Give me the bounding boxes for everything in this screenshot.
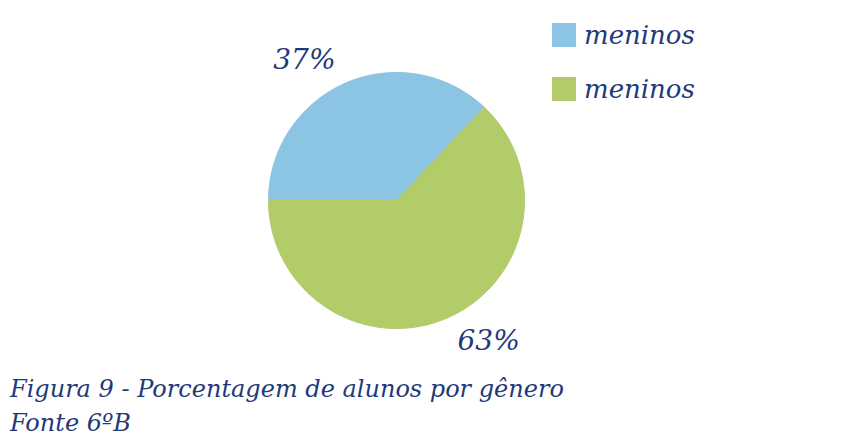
svg-text:37%: 37% — [273, 42, 335, 75]
html-text:meninos: meninos — [584, 74, 695, 104]
html-text:meninos: meninos — [584, 20, 695, 50]
html-text:Figura 9 - Porcentagem de alun: Figura 9 - Porcentagem de alunos por gên… — [10, 375, 564, 403]
svg-text:63%: 63% — [458, 324, 520, 357]
html-text:Fonte 6ºB: Fonte 6ºB — [10, 409, 131, 437]
